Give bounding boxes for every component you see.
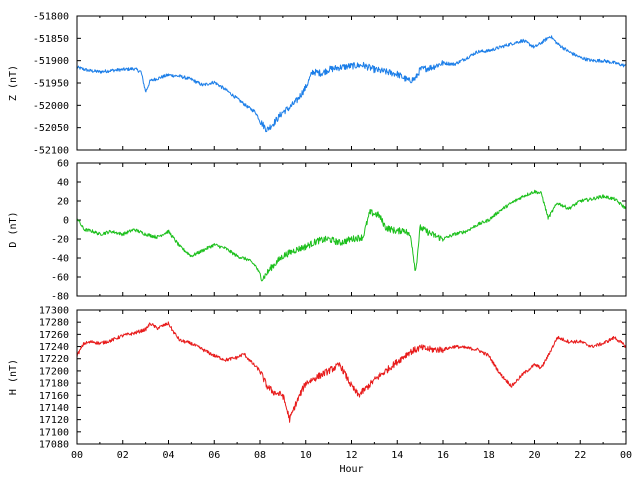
d-ytick-label: 40	[57, 178, 69, 189]
h-ytick-label: 17260	[39, 330, 69, 341]
h-ytick-label: 17180	[39, 379, 69, 390]
z-axis-label: Z (nT)	[8, 65, 19, 101]
z-ytick-label: -51850	[33, 34, 69, 45]
x-tick-label: 02	[117, 450, 129, 461]
h-ytick-label: 17080	[39, 440, 69, 451]
z-ytick-label: -52000	[33, 101, 69, 112]
d-ytick-label: -60	[51, 273, 69, 284]
x-tick-label: 20	[528, 450, 540, 461]
x-tick-label: 04	[162, 450, 174, 461]
h-ytick-label: 17300	[39, 306, 69, 317]
x-tick-label: 10	[300, 450, 312, 461]
d-ytick-label: -40	[51, 254, 69, 265]
h-ytick-label: 17120	[39, 415, 69, 426]
x-tick-label: 16	[437, 450, 449, 461]
z-ytick-label: -51900	[33, 56, 69, 67]
z-ytick-label: -52050	[33, 123, 69, 134]
z-ytick-label: -52100	[33, 146, 69, 157]
z-ytick-label: -51800	[33, 12, 69, 23]
h-ytick-label: 17220	[39, 354, 69, 365]
h-axis-label: H (nT)	[8, 359, 19, 395]
z-ytick-label: -51950	[33, 79, 69, 90]
x-tick-label: 12	[345, 450, 357, 461]
x-tick-label: 14	[391, 450, 403, 461]
x-axis-label: Hour	[339, 464, 363, 475]
h-ytick-label: 17100	[39, 427, 69, 438]
d-ytick-label: 0	[63, 216, 69, 227]
d-ytick-label: 60	[57, 159, 69, 170]
h-ytick-label: 17140	[39, 403, 69, 414]
h-ytick-label: 17280	[39, 318, 69, 329]
x-tick-label: 08	[254, 450, 266, 461]
z-panel-frame	[76, 15, 627, 151]
x-tick-label: 00	[620, 450, 632, 461]
d-ytick-label: 20	[57, 197, 69, 208]
h-ytick-label: 17160	[39, 391, 69, 402]
d-panel-frame	[76, 162, 627, 297]
h-series-line	[76, 321, 627, 423]
x-tick-label: 00	[71, 450, 83, 461]
z-series-line	[76, 35, 627, 133]
d-ytick-label: -80	[51, 292, 69, 303]
d-axis-label: D (nT)	[8, 211, 19, 247]
x-tick-label: 06	[208, 450, 220, 461]
d-series-line	[76, 189, 627, 282]
h-ytick-label: 17200	[39, 366, 69, 377]
x-tick-label: 22	[574, 450, 586, 461]
h-panel-frame	[76, 309, 627, 445]
x-tick-label: 18	[483, 450, 495, 461]
h-ytick-label: 17240	[39, 342, 69, 353]
d-ytick-label: -20	[51, 235, 69, 246]
